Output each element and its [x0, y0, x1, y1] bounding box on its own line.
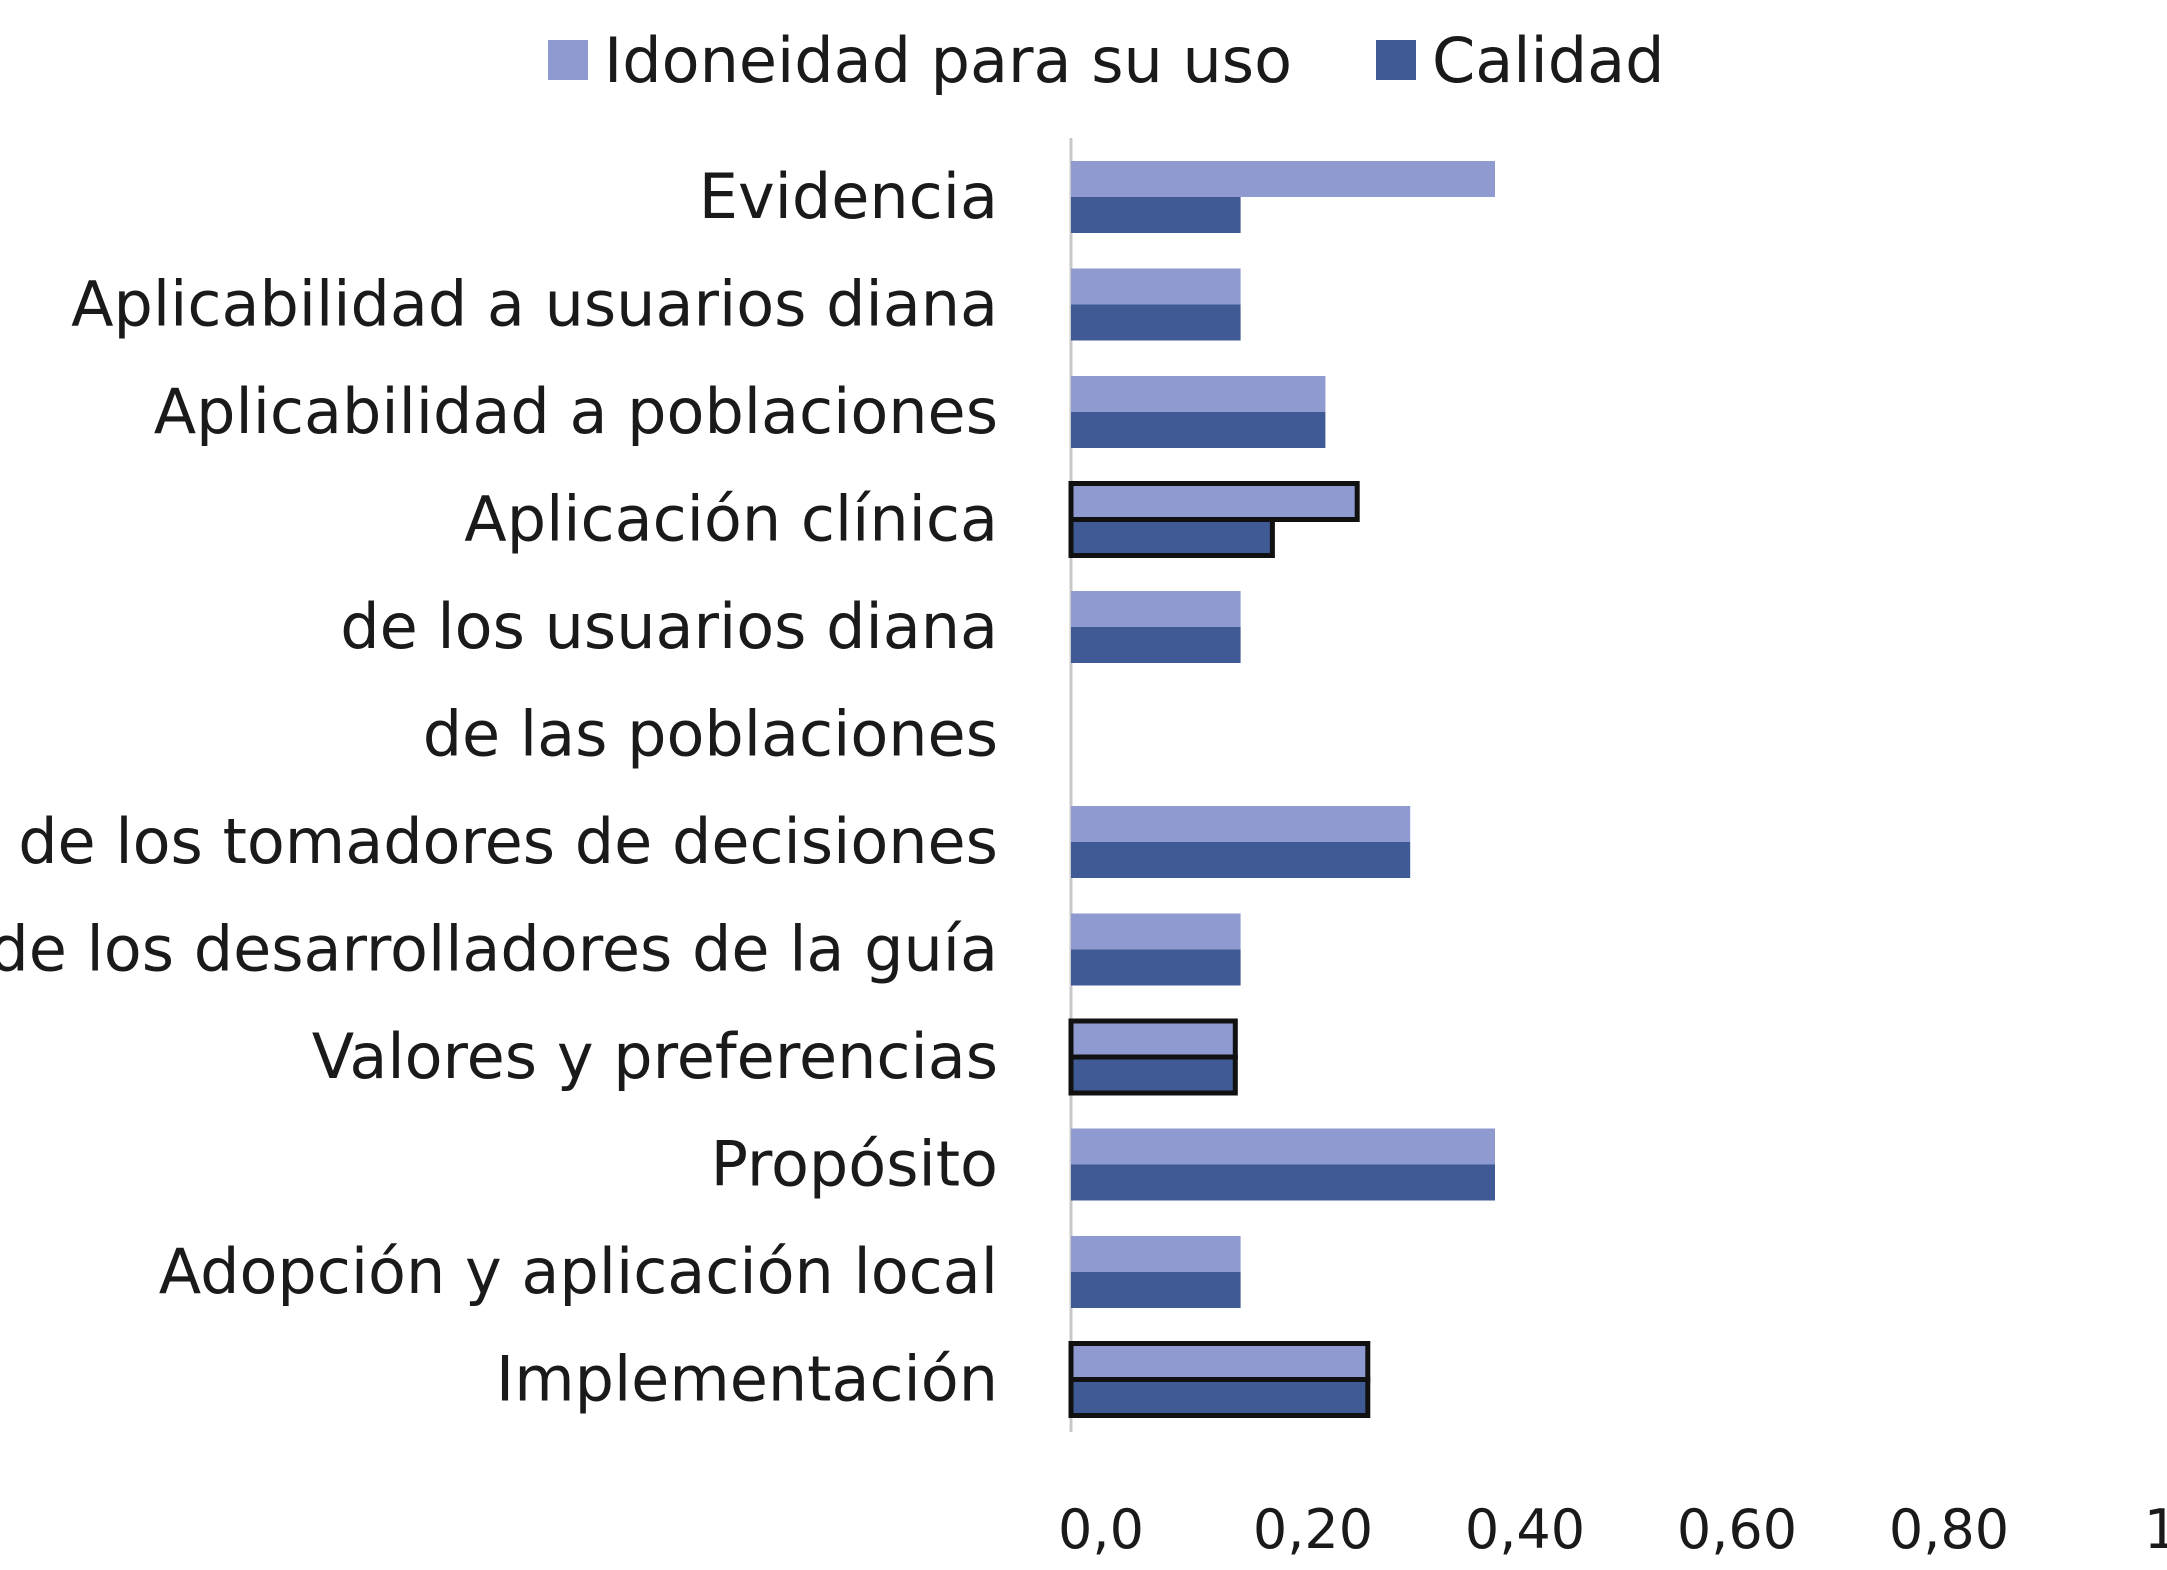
bar-idoneidad	[1071, 268, 1241, 305]
bar-idoneidad	[1071, 1236, 1241, 1272]
legend-label-2: Calidad	[1432, 24, 1664, 97]
bar-idoneidad	[1068, 481, 1360, 522]
category-label: Aplicabilidad a poblaciones	[154, 375, 998, 448]
bar-idoneidad	[1068, 1341, 1371, 1382]
bar-calidad	[1068, 1377, 1371, 1418]
bar-idoneidad	[1071, 161, 1495, 197]
bar-calidad	[1071, 1164, 1495, 1201]
legend-swatch-1	[548, 40, 588, 80]
x-tick-label: 1	[2144, 1498, 2167, 1561]
legend: Idoneidad para su uso Calidad	[548, 24, 1664, 97]
category-label: de los usuarios diana	[340, 590, 998, 663]
category-label: de los desarrolladores de la guía	[0, 913, 998, 986]
bar-calidad	[1068, 517, 1275, 558]
legend-swatch-2	[1376, 40, 1416, 80]
bar-calidad	[1071, 1272, 1241, 1308]
bar-calidad	[1071, 197, 1241, 233]
bars	[1068, 161, 1495, 1418]
category-label: Evidencia	[699, 160, 998, 233]
bar-calidad	[1071, 627, 1241, 663]
bar-calidad	[1071, 304, 1241, 341]
bar-idoneidad	[1068, 1018, 1238, 1060]
bar-calidad	[1071, 412, 1326, 448]
category-label: de los tomadores de decisiones	[18, 805, 998, 878]
bar-idoneidad	[1071, 376, 1326, 412]
x-tick-label: 0,60	[1677, 1498, 1797, 1561]
category-label: de las poblaciones	[423, 698, 998, 771]
x-tick-label: 0,40	[1465, 1498, 1585, 1561]
x-tick-label: 0,80	[1889, 1498, 2009, 1561]
bar-idoneidad	[1071, 591, 1241, 627]
x-tick-label: 0,0	[1058, 1498, 1144, 1561]
category-label: Aplicación clínica	[464, 483, 998, 556]
category-label: Implementación	[496, 1343, 998, 1416]
category-label: Valores y preferencias	[312, 1020, 998, 1093]
category-label: Adopción y aplicación local	[159, 1235, 998, 1308]
category-labels: Evidencia Aplicabilidad a usuarios diana A…	[0, 160, 998, 1416]
bar-calidad	[1071, 949, 1241, 986]
category-label: Propósito	[711, 1128, 998, 1201]
x-tick-label: 0,20	[1253, 1498, 1373, 1561]
bar-idoneidad	[1071, 806, 1411, 842]
x-tick-labels: 0,0 0,20 0,40 0,60 0,80 1	[1058, 1498, 2167, 1561]
bar-idoneidad	[1071, 1128, 1495, 1165]
category-label: Aplicabilidad a usuarios diana	[71, 268, 998, 341]
legend-label-1: Idoneidad para su uso	[604, 24, 1292, 97]
bar-calidad	[1068, 1054, 1238, 1096]
bar-idoneidad	[1071, 913, 1241, 950]
bar-calidad	[1071, 842, 1411, 878]
